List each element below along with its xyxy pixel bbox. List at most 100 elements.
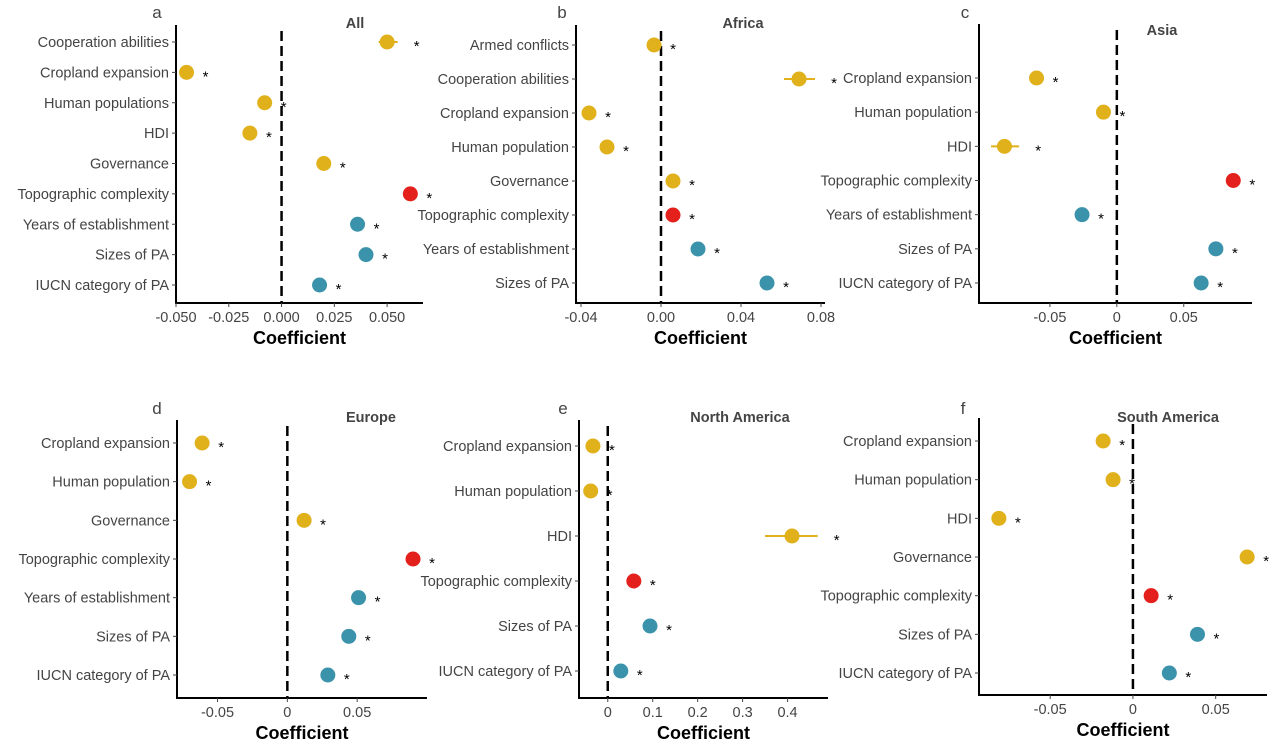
x-tick-label: 0.08 [807,310,835,326]
y-category-label: Sizes of PA [96,629,170,645]
x-axis-title: Coefficient [253,328,346,348]
y-category-label: Cropland expansion [843,434,972,450]
y-category-label: IUCN category of PA [36,668,170,684]
y-category-label: Topographic complexity [820,174,972,190]
coefficient-point [1095,433,1111,449]
panel-title: Europe [346,410,396,426]
significance-marker: * [414,38,420,55]
panel-title: All [346,16,365,32]
significance-marker: * [1185,669,1191,686]
y-category-label: Years of establishment [23,217,169,233]
significance-marker: * [1119,437,1125,454]
significance-marker: * [1167,592,1173,609]
significance-marker: * [666,622,672,639]
x-tick-label: 0.05 [1202,702,1230,718]
coefficient-point [759,275,775,291]
y-category-label: Human populations [44,96,169,112]
significance-marker: * [281,99,287,116]
coefficient-point [351,590,367,606]
significance-marker: * [344,671,350,688]
x-tick-label: 0.025 [316,310,352,326]
significance-marker: * [783,279,789,296]
y-category-label: HDI [144,126,169,142]
significance-marker: * [1249,177,1255,194]
coefficient-point [791,71,807,87]
significance-marker: * [637,667,643,684]
x-tick-label: 0.05 [343,705,371,721]
coefficient-point [1193,275,1209,291]
y-category-label: Topographic complexity [18,552,170,568]
significance-marker: * [1263,553,1269,570]
panel-letter: f [961,399,966,418]
significance-marker: * [1232,245,1238,262]
significance-marker: * [689,211,695,228]
x-tick-label: 0.1 [643,705,663,721]
coefficient-point [182,474,198,490]
panel-title: Asia [1147,23,1179,39]
significance-marker: * [218,439,224,456]
x-tick-label: 0 [604,705,612,721]
significance-marker: * [650,577,656,594]
y-category-label: Topographic complexity [420,574,572,590]
y-category-label: Human population [52,475,170,491]
panel-letter: b [557,3,566,22]
y-category-label: Sizes of PA [495,276,569,292]
y-category-label: Sizes of PA [95,248,169,264]
y-category-label: Topographic complexity [417,208,569,224]
coefficient-point [312,277,328,293]
coefficient-point [1161,665,1177,681]
coefficient-point [379,34,395,50]
significance-marker: * [1015,514,1021,531]
y-category-label: Cropland expansion [440,106,569,122]
significance-marker: * [1129,476,1135,493]
y-category-label: HDI [547,529,572,545]
significance-marker: * [375,594,381,611]
x-tick-label: -0.05 [201,705,234,721]
coefficient-point [320,667,336,683]
panel-letter: c [961,3,970,22]
coefficient-point [1074,207,1090,223]
panel-b: b Africa -0.04 0.00 0.04 0.08 Coefficient Armed… [417,3,837,348]
significance-marker: * [382,251,388,268]
coefficient-point [1208,241,1224,257]
x-axis-title: Coefficient [255,723,348,743]
y-category-label: Cropland expansion [40,65,169,81]
significance-marker: * [426,190,432,207]
coefficient-point [581,105,597,121]
y-category-label: Human population [854,473,972,489]
coefficient-point [1239,549,1255,565]
significance-marker: * [320,516,326,533]
panel-letter: a [152,3,162,22]
y-category-label: Years of establishment [423,242,569,258]
x-tick-label: 0.04 [727,310,755,326]
coefficient-point [1225,173,1241,188]
coefficient-point [1029,70,1045,86]
significance-marker: * [336,281,342,298]
significance-marker: * [1098,211,1104,228]
x-tick-label: 0 [1129,702,1137,718]
significance-marker: * [429,555,435,572]
significance-marker: * [714,245,720,262]
y-category-label: Years of establishment [24,591,170,607]
coefficient-point [316,156,332,171]
coefficient-point [991,510,1007,526]
coefficient-point [1105,472,1121,488]
coefficient-point [784,528,800,544]
significance-marker: * [607,487,613,504]
y-category-label: HDI [947,511,972,527]
x-axis-title: Coefficient [1069,328,1162,348]
coefficient-point [665,173,681,189]
x-tick-label: 0.00 [647,310,675,326]
y-category-label: IUCN category of PA [838,666,972,682]
x-tick-label: -0.04 [564,310,597,326]
coefficient-point [179,64,195,80]
x-tick-label: 0.2 [688,705,708,721]
y-category-label: Sizes of PA [898,627,972,643]
significance-marker: * [834,532,840,549]
coefficient-point [626,573,642,589]
y-category-label: Human population [454,484,572,500]
y-category-label: IUCN category of PA [438,664,572,680]
y-category-label: Topographic complexity [17,187,169,203]
coefficient-point [402,186,418,202]
